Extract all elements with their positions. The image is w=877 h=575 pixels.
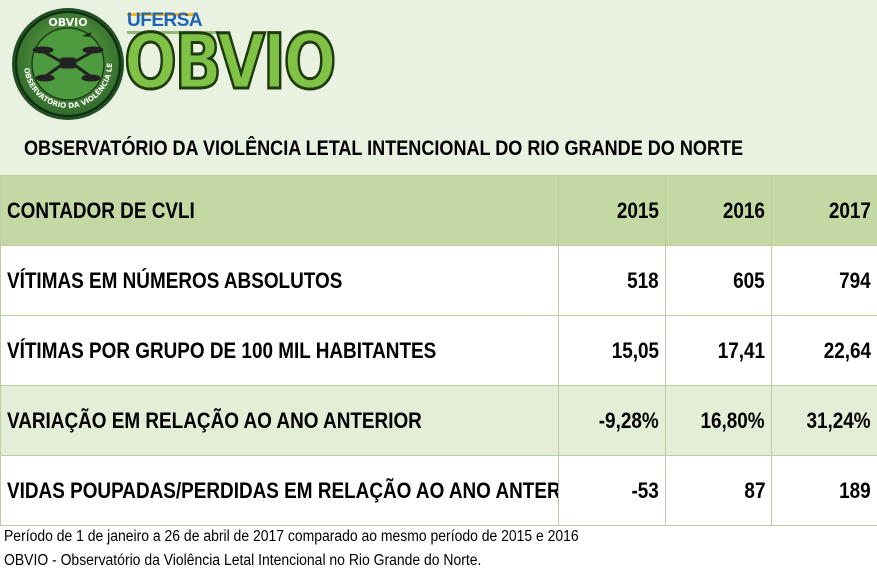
table-cell: 17,41 [665, 315, 772, 386]
table-cell: 794 [771, 245, 877, 316]
column-header: CONTADOR DE CVLI [0, 175, 559, 246]
ufersa-top-bar [127, 13, 197, 16]
footer-period-note: Período de 1 de janeiro a 26 de abril de… [4, 528, 579, 545]
cvli-table: CONTADOR DE CVLI 2015 2016 2017 VÍTIMAS … [0, 175, 877, 526]
table-cell: 518 [558, 245, 666, 316]
column-header-2015: 2015 [558, 175, 666, 246]
header: OBVIO OBSERVATÓRIO DA VIOLÊNCIA LETAL IN… [0, 0, 877, 175]
table-header-row: CONTADOR DE CVLI 2015 2016 2017 [0, 175, 877, 246]
row-label: VÍTIMAS POR GRUPO DE 100 MIL HABITANTES [0, 315, 559, 386]
row-label: VARIAÇÃO EM RELAÇÃO AO ANO ANTERIOR [0, 385, 559, 456]
table-row: VIDAS POUPADAS/PERDIDAS EM RELAÇÃO AO AN… [0, 455, 877, 526]
drone-icon [32, 46, 104, 82]
table-cell: -9,28% [558, 385, 666, 456]
obvio-seal-logo: OBVIO OBSERVATÓRIO DA VIOLÊNCIA LETAL IN… [10, 6, 124, 120]
table-row: VARIAÇÃO EM RELAÇÃO AO ANO ANTERIOR -9,2… [0, 385, 877, 456]
obvio-wordmark: OBVIO [123, 17, 338, 106]
row-label: VÍTIMAS EM NÚMEROS ABSOLUTOS [0, 245, 559, 316]
page-title: OBSERVATÓRIO DA VIOLÊNCIA LETAL INTENCIO… [24, 137, 744, 160]
table-cell: 31,24% [771, 385, 877, 456]
table-cell: 22,64 [771, 315, 877, 386]
table-row: VÍTIMAS EM NÚMEROS ABSOLUTOS 518 605 794 [0, 245, 877, 316]
table-cell: 15,05 [558, 315, 666, 386]
column-header-2017: 2017 [771, 175, 877, 246]
column-header-2016: 2016 [665, 175, 772, 246]
table-cell: -53 [558, 455, 666, 526]
table-cell: 87 [665, 455, 772, 526]
bird-icon [82, 32, 92, 37]
ufersa-subtitle-bar [127, 31, 217, 34]
ufersa-logo: UFERSA [127, 10, 203, 31]
table-cell: 605 [665, 245, 772, 316]
footer-source-note: OBVIO - Observatório da Violência Letal … [4, 552, 482, 569]
table-cell: 189 [771, 455, 877, 526]
seal-top-text: OBVIO [48, 16, 87, 29]
row-label: VIDAS POUPADAS/PERDIDAS EM RELAÇÃO AO AN… [0, 455, 559, 526]
table-cell: 16,80% [665, 385, 772, 456]
table-row: VÍTIMAS POR GRUPO DE 100 MIL HABITANTES … [0, 315, 877, 386]
